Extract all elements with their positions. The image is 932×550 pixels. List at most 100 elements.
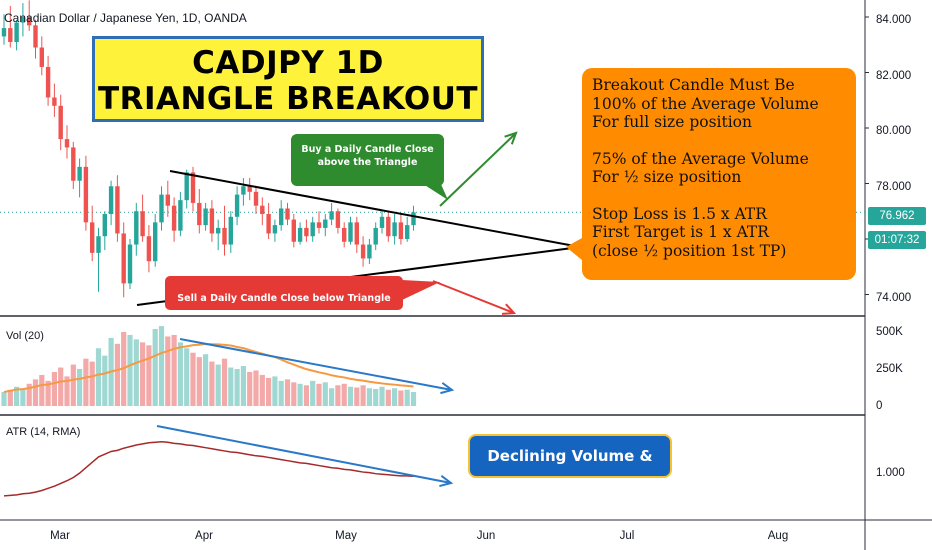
volume-tick-label: 250K (876, 363, 903, 375)
volume-bar (379, 386, 385, 406)
volume-bar (203, 354, 209, 406)
sell-callout-text: Sell a Daily Candle Close below Triangle (177, 293, 391, 304)
volume-bar (215, 364, 221, 406)
candle-body (354, 222, 359, 245)
volume-tick-label: 0 (876, 400, 883, 412)
candle-body (71, 147, 76, 181)
volume-bar (165, 336, 171, 406)
volume-bar (51, 371, 57, 406)
volume-bar (171, 334, 177, 406)
sell-target-arrow (432, 280, 515, 314)
time-tick-label: May (335, 530, 357, 542)
volume-bar (1, 391, 7, 406)
candle-body (386, 216, 391, 237)
volume-bar (64, 376, 70, 406)
sell-target-arrow-head (501, 303, 517, 315)
volume-bar (366, 388, 372, 406)
candle-body (20, 17, 26, 23)
volume-bar (385, 389, 391, 406)
bar-countdown-tag: 01:07:32 (868, 231, 926, 249)
candle-body (14, 22, 19, 42)
volume-bar (32, 379, 39, 406)
candle-body (291, 219, 296, 242)
candle-body (146, 236, 152, 262)
volume-bar (392, 388, 398, 406)
candle-body (272, 225, 278, 234)
volume-bar (335, 385, 341, 406)
volume-bar (127, 334, 133, 406)
candle-body (241, 186, 246, 195)
candle-body (253, 191, 259, 206)
candle-body (323, 219, 328, 228)
candle-body (64, 139, 70, 148)
volume-bar (209, 361, 215, 406)
note-line: (close ½ position 1st TP) (592, 241, 787, 260)
candle-body (247, 186, 252, 192)
volume-bar (347, 386, 354, 406)
candle-body (203, 208, 208, 226)
volume-tick-label: 500K (876, 326, 903, 338)
sell-callout: Sell a Daily Candle Close below Triangle (165, 276, 403, 310)
candle-body (342, 227, 347, 242)
buy-callout-line-1: Buy a Daily Candle Close (301, 144, 434, 155)
notes-callout-pointer (566, 238, 582, 260)
note-line: First Target is 1 x ATR (592, 223, 769, 241)
buy-callout: Buy a Daily Candle Close above the Trian… (291, 134, 444, 186)
volume-bar (114, 343, 120, 406)
candle-body (297, 227, 303, 242)
candle-body (58, 105, 63, 140)
volume-bar (83, 358, 89, 406)
atr-line (3, 440, 414, 497)
volume-bar (14, 386, 20, 406)
volume-bar (234, 369, 240, 406)
volume-bar (259, 374, 265, 406)
volume-bar (373, 388, 379, 406)
volume-bar (240, 366, 246, 406)
note-line: 100% of the Average Volume (592, 94, 819, 113)
volume-bar (20, 388, 26, 406)
candle-body (121, 233, 126, 284)
volume-bar (184, 348, 190, 406)
candle-body (285, 208, 290, 220)
buy-target-arrow (439, 132, 517, 207)
volume-bar (221, 358, 228, 406)
candle-body (222, 227, 227, 245)
volume-pane-label[interactable]: Vol (20) (6, 330, 44, 342)
candle-body (304, 227, 309, 237)
volume-bar (247, 371, 253, 406)
sell-callout-pointer (402, 280, 440, 300)
volume-bar (39, 374, 45, 406)
candle-body (405, 225, 410, 239)
volume-decline-arrow-head (440, 382, 455, 395)
volume-decline-arrow (179, 338, 453, 391)
candle-body (96, 236, 101, 253)
volume-bar (70, 364, 76, 406)
volume-bar (228, 367, 234, 406)
atr-pane-label[interactable]: ATR (14, RMA) (6, 426, 81, 438)
candle-body (373, 227, 378, 245)
price-tick-label: 84.000 (876, 14, 912, 26)
volume-bar (77, 369, 83, 406)
symbol-title[interactable]: Canadian Dollar / Japanese Yen, 1D, OAND… (4, 11, 247, 25)
volume-bar (45, 380, 51, 406)
volume-bar (146, 345, 152, 406)
candle-body (234, 194, 240, 217)
candle-body (45, 66, 51, 98)
candle-body (83, 166, 89, 223)
candle-body (1, 28, 7, 37)
volume-bar (89, 361, 95, 406)
candle-body (140, 211, 145, 237)
title-line-2: TRIANGLE BREAKOUT (97, 81, 479, 117)
volume-bar (95, 348, 102, 406)
volume-bar (7, 389, 13, 406)
candle-body (279, 208, 284, 226)
note-line: For full size position (592, 113, 752, 131)
candle-body (260, 205, 265, 215)
buy-callout-pointer (420, 182, 448, 200)
candle-body (398, 222, 404, 239)
volume-bar (253, 370, 259, 406)
volume-bar (322, 382, 328, 406)
volume-bar (310, 380, 316, 406)
volume-bar (303, 385, 309, 406)
